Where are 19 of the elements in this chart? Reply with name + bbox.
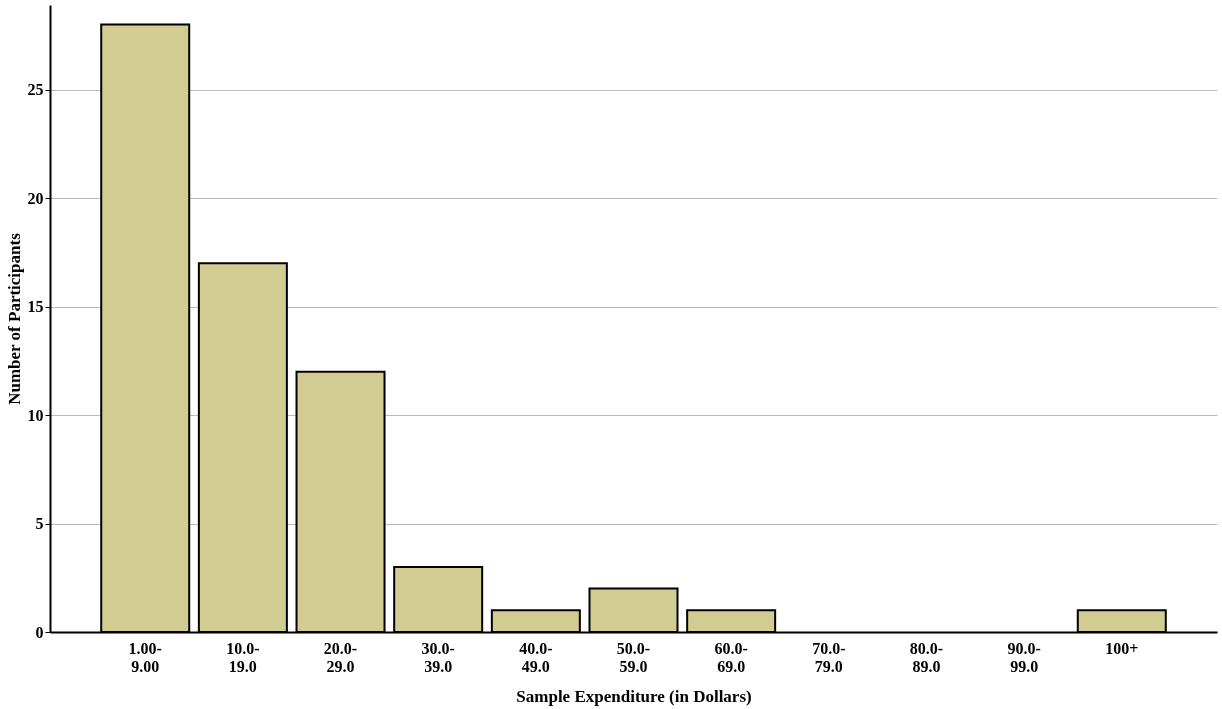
y-tick-label: 5 (35, 515, 44, 533)
x-tick-label: 50.0- 59.0 (616, 639, 651, 675)
y-tick-label: 20 (27, 189, 44, 207)
x-tick-label: 20.0- 29.0 (323, 639, 358, 675)
y-tick-label: 10 (27, 406, 44, 424)
x-tick-label: 80.0- 89.0 (909, 639, 944, 675)
x-tick-label: 90.0- 99.0 (1007, 639, 1041, 675)
x-tick-label: 10.0- 19.0 (226, 639, 260, 675)
x-tick-label: 1.00- 9.00 (128, 639, 162, 675)
y-axis-title: Number of Participants (4, 232, 24, 405)
y-tick-label: 15 (27, 298, 44, 316)
y-tick-label: 25 (27, 81, 44, 99)
x-tick-label: 100+ (1105, 639, 1139, 657)
x-axis-title: Sample Expenditure (in Dollars) (516, 686, 752, 706)
y-tick-label: 0 (35, 623, 44, 641)
x-tick-label: 30.0- 39.0 (421, 639, 455, 675)
x-tick-label: 70.0- 79.0 (812, 639, 846, 675)
x-tick-label: 60.0- 69.0 (714, 639, 748, 675)
x-tick-label: 40.0- 49.0 (519, 639, 553, 675)
